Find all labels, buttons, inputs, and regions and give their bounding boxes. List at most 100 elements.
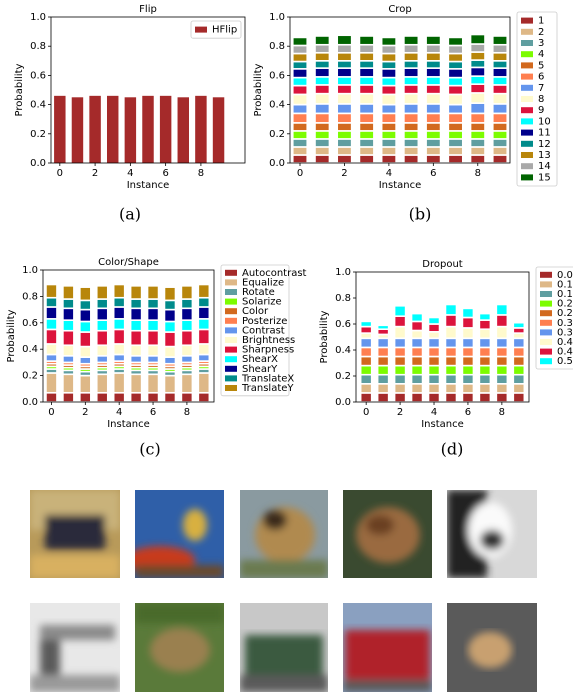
bar-segment [427,373,441,385]
legend-swatch [225,269,237,276]
bar-segment [410,373,424,385]
bar-segment [359,325,373,334]
x-tick-label: 4 [127,168,133,179]
x-tick-label: 2 [82,407,88,418]
bar-segment [495,382,509,394]
bar-segment [427,346,441,358]
bar-segment [336,43,353,54]
bar-segment [478,337,492,349]
bar-segment [478,328,492,340]
bar-segment [425,43,442,54]
bar-segment [376,364,390,376]
photo [240,603,328,692]
legend-label: ShearX [242,354,278,365]
bar-segment [469,59,486,69]
bar-segment [95,319,109,332]
bar-segment [336,84,353,95]
bar-segment [478,319,492,331]
x-tick-label: 8 [184,407,190,418]
bar-segment [461,327,475,340]
legend-swatch [521,28,533,35]
legend-swatch [521,62,533,69]
bar-segment [358,59,375,69]
bar-segment [469,83,486,94]
legend-swatch [225,356,237,363]
bar-segment [45,318,58,331]
bar-segment [447,93,464,106]
bar-segment [359,346,373,358]
bar-segment [427,382,441,394]
legend-swatch [540,339,552,345]
bar-segment [491,112,509,124]
bar-segment [495,314,509,328]
legend-swatch [521,96,533,102]
bar-segment [491,130,509,140]
bar-segment [314,51,331,62]
bar-segment [291,52,309,63]
legend-swatch [521,17,533,24]
y-tick-label: 0.6 [269,70,285,81]
legend-label: Equalize [242,277,284,288]
bar-segment [314,154,331,164]
legend-swatch [521,174,533,181]
bar-segment [469,51,486,61]
bar-segment [314,84,331,95]
x-axis-label: Instance [421,419,464,430]
bar-segment [197,372,211,394]
bar-segment [112,283,126,299]
bar-segment [146,307,160,321]
bar-segment [336,59,353,69]
bar-segment [180,329,194,347]
bar-segment [146,354,160,364]
bar-segment [491,138,509,148]
bar-segment [291,112,309,124]
y-tick-label: 0.2 [335,371,351,382]
bar-segment [79,308,92,323]
bar-segment [177,97,190,163]
legend-swatch [540,271,552,278]
bar-segment [469,122,486,132]
bar-segment [197,391,211,403]
x-tick-label: 8 [198,168,204,179]
legend-label: 1 [538,16,544,27]
photo [240,490,328,578]
plot-frame [355,271,530,403]
x-axis-label: Instance [379,180,422,191]
legend-label: 0.3 [557,318,573,329]
bar-segment [427,337,441,349]
x-tick-label: 4 [431,407,437,418]
y-tick-label: 0.2 [22,371,38,382]
bar-segment [410,337,424,349]
bar-segment [163,345,177,358]
bar-segment [478,364,492,376]
legend-label: HFlip [212,25,237,36]
bar-segment [95,285,109,300]
bar-segment [62,298,75,310]
y-axis-label: Probability [14,63,25,116]
bar-segment [403,112,420,124]
legend-swatch [540,281,552,288]
y-tick-label: 0.4 [30,100,46,111]
bar-segment [45,343,58,356]
caption: (c) [139,440,160,459]
chart-title: Flip [139,4,157,15]
bar-segment [291,68,309,79]
bar-segment [469,102,486,115]
bar-segment [62,329,75,347]
bar-segment [79,391,92,403]
bar-segment [410,392,424,403]
bar-segment [129,391,143,403]
bar-segment [336,138,353,148]
bar-segment [469,43,486,53]
y-tick-label: 0.8 [335,293,351,304]
legend-swatch [225,327,237,334]
photo [343,490,432,578]
bar-segment [491,43,509,54]
bar-segment [512,346,526,358]
bar-segment [358,138,375,148]
bar-segment [359,320,373,328]
bar-segment [112,372,126,394]
bar-segment [447,138,464,148]
bar-segment [146,319,160,332]
bar-segment [495,373,509,385]
